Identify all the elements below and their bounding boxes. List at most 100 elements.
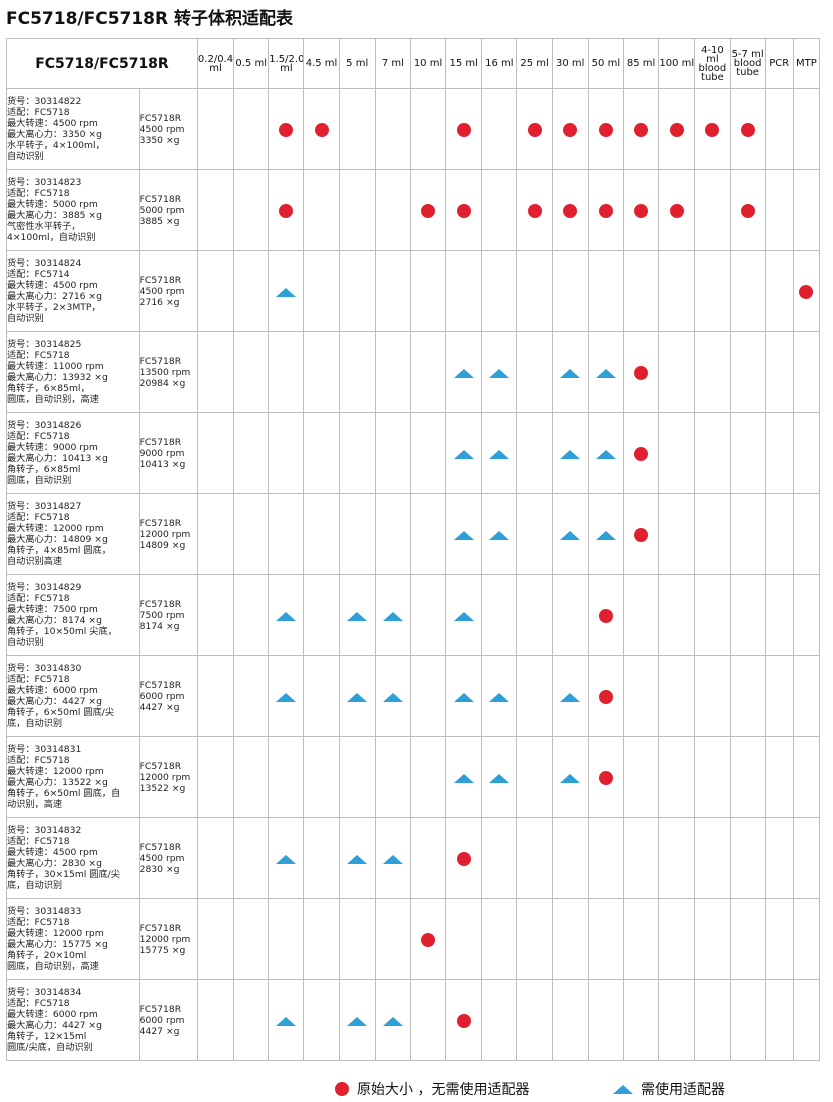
- rotor-description: 货号：30314832 适配：FC5718 最大转速：4500 rpm 最大离心力：2…: [6, 817, 140, 899]
- red-circle-icon: [634, 528, 649, 542]
- compatibility-cell: [764, 88, 794, 170]
- fc5718r-spec-line: FC5718R: [139, 922, 182, 934]
- blue-triangle-icon: [453, 692, 474, 702]
- rotor-description-line: 角转子，10×50ml 尖底，: [7, 626, 117, 637]
- compatibility-cell: [516, 736, 553, 818]
- red-circle-icon: [669, 123, 684, 137]
- compatibility-cell: [764, 817, 794, 899]
- compatibility-cell: [729, 655, 766, 737]
- fc5718r-spec-line: 6000 rpm: [139, 1014, 185, 1026]
- compatibility-cell: [729, 88, 766, 170]
- rotor-description-line: 适配：FC5714: [7, 269, 70, 280]
- compatibility-cell: [551, 574, 589, 656]
- rotor-description-line: 货号：30314823: [7, 177, 82, 188]
- rotor-description-line: 水平转子，4×100ml，: [7, 140, 105, 151]
- rotor-description-line: 最大离心力：13522 ×g: [7, 777, 108, 788]
- compatibility-cell: [622, 250, 660, 332]
- compatibility-cell: [658, 979, 696, 1061]
- red-circle-icon: [634, 204, 649, 218]
- fc5718r-spec: FC5718R 12000 rpm 15775 ×g: [138, 898, 198, 980]
- rotor-description-line: 适配：FC5718: [7, 917, 70, 928]
- rotor-description-line: 最大离心力：8174 ×g: [7, 615, 102, 626]
- red-circle-icon: [705, 123, 720, 137]
- red-circle-icon: [456, 123, 471, 137]
- compatibility-cell: [658, 169, 696, 251]
- table-row: 货号：30314831 适配：FC5718 最大转速：12000 rpm 最大离心力：…: [6, 736, 821, 818]
- column-header: 5-7 ml blood tube: [729, 38, 766, 89]
- compatibility-cell: [516, 898, 553, 980]
- compatibility-cell: [409, 736, 447, 818]
- fc5718r-spec-line: 2830 ×g: [139, 863, 180, 875]
- compatibility-cell: [729, 574, 766, 656]
- rotor-description-line: 适配：FC5718: [7, 512, 70, 523]
- blue-triangle-icon: [453, 449, 474, 459]
- compatibility-cell: [587, 817, 624, 899]
- rotor-description-line: 最大离心力：3350 ×g: [7, 129, 102, 140]
- compatibility-cell: [481, 898, 518, 980]
- rotor-description: 货号：30314827 适配：FC5718 最大转速：12000 rpm 最大离心力：…: [6, 493, 140, 575]
- compatibility-cell: [338, 88, 376, 170]
- rotor-description-line: 最大转速：6000 rpm: [7, 1009, 98, 1020]
- column-header: 4-10 ml blood tube: [694, 38, 731, 89]
- compatibility-cell: [196, 88, 235, 170]
- rotor-description-line: 角转子，6×85ml，: [7, 383, 90, 394]
- rotor-description-line: 自动识别: [7, 313, 44, 324]
- column-header-line: tube: [736, 67, 759, 78]
- column-header-line: 25 ml: [520, 58, 549, 69]
- compatibility-cell: [481, 574, 518, 656]
- rotor-description-line: 货号：30314824: [7, 258, 82, 269]
- fc5718r-spec: FC5718R 4500 rpm 2830 ×g: [138, 817, 198, 899]
- compatibility-cell: [196, 817, 235, 899]
- compatibility-cell: [694, 574, 731, 656]
- compatibility-cell: [658, 412, 696, 494]
- compatibility-cell: [694, 736, 731, 818]
- fc5718r-spec-line: 12000 rpm: [139, 771, 191, 783]
- red-circle-icon: [335, 1082, 349, 1096]
- rotor-description-line: 最大转速：5000 rpm: [7, 199, 98, 210]
- rotor-description-line: 角转子，12×15ml: [7, 1031, 87, 1042]
- column-header-line: 16 ml: [485, 58, 514, 69]
- compatibility-cell: [445, 979, 483, 1061]
- compatibility-cell: [551, 88, 589, 170]
- compatibility-cell: [445, 898, 483, 980]
- compatibility-cell: [233, 655, 270, 737]
- compatibility-cell: [658, 655, 696, 737]
- fc5718r-spec-line: 10413 ×g: [139, 458, 186, 470]
- compatibility-cell: [303, 331, 340, 413]
- blue-triangle-icon: [489, 449, 510, 459]
- rotor-description-line: 最大转速：4500 rpm: [7, 280, 98, 291]
- blue-triangle-icon: [347, 692, 368, 702]
- fc5718r-spec-line: FC5718R: [139, 436, 182, 448]
- fc5718r-spec-line: 3350 ×g: [139, 134, 180, 146]
- compatibility-cell: [374, 331, 411, 413]
- compatibility-cell: [196, 574, 235, 656]
- column-header-line: 7 ml: [381, 58, 404, 69]
- rotor-description-line: 最大离心力：15775 ×g: [7, 939, 108, 950]
- fc5718r-spec-line: 2716 ×g: [139, 296, 180, 308]
- compatibility-cell: [374, 412, 411, 494]
- compatibility-cell: [303, 817, 340, 899]
- compatibility-cell: [694, 493, 731, 575]
- column-header-line: 10 ml: [413, 58, 443, 69]
- compatibility-cell: [694, 655, 731, 737]
- compatibility-cell: [516, 574, 553, 656]
- compatibility-cell: [694, 898, 731, 980]
- fc5718r-spec: FC5718R 4500 rpm 3350 ×g: [138, 88, 198, 170]
- rotor-description-line: 圆底，自动识别，高速: [7, 394, 99, 405]
- compatibility-cell: [658, 898, 696, 980]
- compatibility-cell: [196, 493, 235, 575]
- compatibility-cell: [587, 736, 624, 818]
- compatibility-cell: [233, 88, 270, 170]
- compatibility-cell: [409, 250, 447, 332]
- compatibility-cell: [622, 412, 660, 494]
- column-header: PCR: [764, 38, 794, 89]
- column-header: 85 ml: [622, 38, 660, 89]
- compatibility-cell: [303, 736, 340, 818]
- rotor-description-line: 底，自动识别: [7, 718, 63, 729]
- column-header-line: 0.5 ml: [235, 58, 267, 69]
- column-header-line: 1.5/2.0: [269, 53, 304, 65]
- compatibility-cell: [445, 817, 483, 899]
- compatibility-cell: [551, 412, 589, 494]
- fc5718r-spec-line: 4427 ×g: [139, 701, 180, 713]
- blue-triangle-icon: [347, 854, 368, 864]
